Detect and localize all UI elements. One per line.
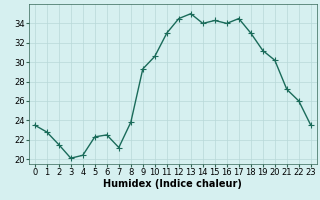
X-axis label: Humidex (Indice chaleur): Humidex (Indice chaleur) bbox=[103, 179, 242, 189]
